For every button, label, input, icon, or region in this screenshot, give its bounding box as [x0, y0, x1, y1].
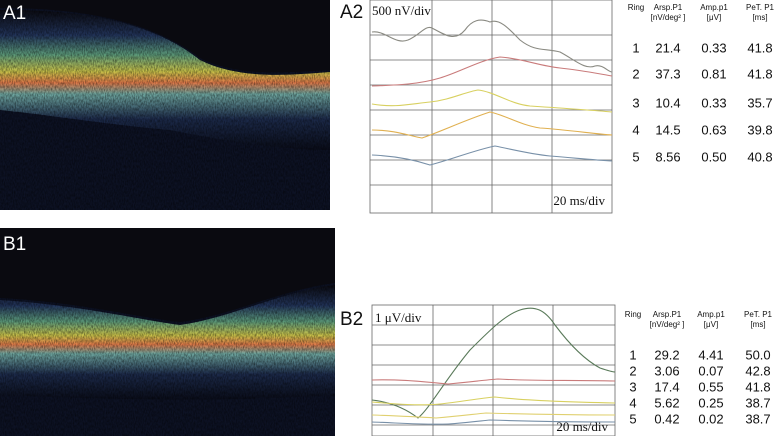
- table-cell: 42.8: [745, 363, 770, 378]
- table-cell: 3: [632, 95, 639, 110]
- table-header: Ring: [625, 310, 641, 319]
- table-cell: 0.42: [654, 411, 679, 426]
- table-cell: 0.02: [698, 411, 723, 426]
- table-cell: 3: [629, 379, 636, 394]
- table-cell: 4.41: [698, 347, 723, 362]
- table-header: Amp.p1: [697, 310, 725, 319]
- panel-label: B2: [340, 309, 363, 330]
- panel-label: A1: [3, 3, 26, 24]
- table-cell: 4: [629, 395, 636, 410]
- table-header: [nV/deg² ]: [651, 13, 686, 22]
- table-header: Amp.p1: [700, 3, 728, 12]
- tables: Ring Arsp.P1[nV/deg² ]Amp.p1[μV]PeT. P1[m…: [625, 3, 774, 426]
- table-cell: 17.4: [654, 379, 679, 394]
- table-cell: 35.7: [747, 95, 772, 110]
- table-cell: 5: [629, 411, 636, 426]
- table-cell: 40.8: [747, 149, 772, 164]
- table-header: [nV/deg² ]: [650, 320, 685, 329]
- table-cell: 41.8: [747, 40, 772, 55]
- table-cell: 0.25: [698, 395, 723, 410]
- panel-label: B1: [3, 234, 26, 255]
- table-cell: 29.2: [654, 347, 679, 362]
- table-cell: 41.8: [745, 379, 770, 394]
- oct-image-b1: [0, 228, 335, 436]
- trace: [371, 307, 616, 419]
- table-cell: 39.8: [747, 122, 772, 137]
- table-cell: 8.56: [655, 149, 680, 164]
- scale-label: 20 ms/div: [553, 193, 605, 208]
- trace: [371, 56, 613, 87]
- table-header: [ms]: [750, 320, 765, 329]
- table-header: [μV]: [704, 320, 718, 329]
- table-cell: 2: [629, 363, 636, 378]
- table-cell: 3.06: [654, 363, 679, 378]
- table-header: Arsp.P1: [653, 310, 682, 319]
- table-cell: 0.50: [701, 149, 726, 164]
- table-cell: 38.7: [745, 411, 770, 426]
- table-header: PeT. P1: [744, 310, 773, 319]
- table-cell: 4: [632, 122, 639, 137]
- table-header: [ms]: [752, 13, 767, 22]
- table-cell: 0.81: [701, 66, 726, 81]
- table-cell: 0.33: [701, 40, 726, 55]
- table-header: [μV]: [707, 13, 721, 22]
- trace: [371, 111, 613, 139]
- oct-image-a1: [0, 0, 330, 210]
- table-cell: 10.4: [655, 95, 680, 110]
- table-cell: 21.4: [655, 40, 680, 55]
- table-cell: 38.7: [745, 395, 770, 410]
- table-cell: 5: [632, 149, 639, 164]
- table-cell: 50.0: [745, 347, 770, 362]
- table-header: Ring: [628, 3, 644, 12]
- table-cell: 1: [629, 347, 636, 362]
- trace: [371, 19, 613, 73]
- table-cell: 0.63: [701, 122, 726, 137]
- table-cell: 0.33: [701, 95, 726, 110]
- scale-label: 20 ms/div: [556, 419, 608, 434]
- table-cell: 5.62: [654, 395, 679, 410]
- trace: [371, 145, 613, 166]
- table-cell: 37.3: [655, 66, 680, 81]
- table-header: Arsp.P1: [654, 3, 683, 12]
- trace: [371, 378, 616, 385]
- trace: [371, 419, 616, 425]
- table-cell: 14.5: [655, 122, 680, 137]
- table-header: PeT. P1: [746, 3, 774, 12]
- grid-a2: [369, 0, 613, 214]
- trace: [371, 412, 616, 419]
- trace: [371, 396, 616, 406]
- scale-label: 1 μV/div: [375, 310, 422, 325]
- trace: [371, 89, 613, 113]
- table-cell: 1: [632, 40, 639, 55]
- scale-label: 500 nV/div: [372, 3, 431, 18]
- table-cell: 0.55: [698, 379, 723, 394]
- panel-label: A2: [340, 2, 363, 23]
- table-cell: 41.8: [747, 66, 772, 81]
- table-cell: 2: [632, 66, 639, 81]
- table-cell: 0.07: [698, 363, 723, 378]
